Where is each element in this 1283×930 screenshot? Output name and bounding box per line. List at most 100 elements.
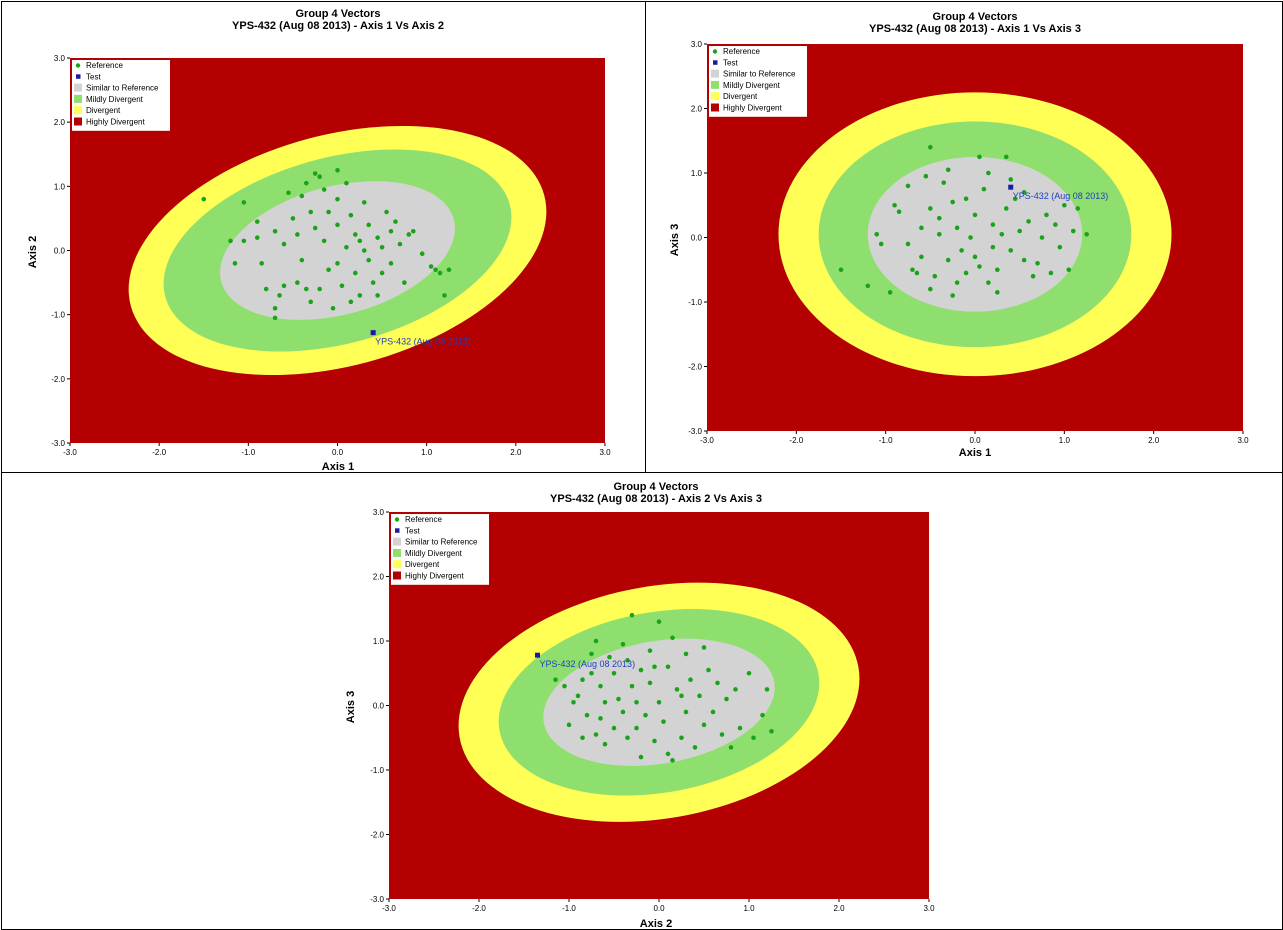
legend-label: Highly Divergent [405,572,464,581]
x-axis-title: Axis 1 [322,461,354,473]
reference-point [584,712,590,718]
reference-point [625,735,630,741]
reference-point [688,677,693,682]
reference-point [326,267,331,273]
x-tick-label: 0.0 [969,436,981,445]
chart-axis2-vs-axis3: Group 4 Vectors YPS-432 (Aug 08 2013) - … [345,481,935,930]
reference-point [715,680,720,686]
chart-subtitle: YPS-432 (Aug 08 2013) - Axis 1 Vs Axis 2 [232,20,444,32]
reference-point [661,719,666,724]
legend-label: Highly Divergent [723,104,782,113]
reference-point [616,696,621,702]
legend-swatch [711,80,719,89]
reference-point [361,248,367,253]
y-tick-label: -2.0 [370,831,384,840]
legend-label: Reference [723,47,760,56]
legend-label: Divergent [723,92,758,101]
legend-swatch [393,571,401,580]
reference-point [990,244,996,250]
reference-point [986,170,991,176]
reference-point [312,225,318,231]
reference-point [1070,228,1076,234]
reference-point [335,261,340,266]
reference-point [733,687,738,692]
plot-area: YPS-432 (Aug 08 2013) -3.0 -2.0 -1.0 0.0 1.0 2… [370,508,935,913]
reference-point [295,232,300,237]
x-tick-label: -3.0 [63,448,77,457]
reference-point [1026,219,1031,224]
legend-swatch [393,548,401,557]
reference-point [1084,231,1089,237]
reference-point [887,290,893,295]
reference-point [241,200,247,205]
x-axis-title: Axis 1 [959,447,991,459]
reference-point [697,693,702,699]
reference-point [580,735,585,741]
legend-label: Similar to Reference [723,70,796,79]
reference-point [919,225,924,231]
x-tick-label: 0.0 [653,904,665,913]
reference-point [571,699,576,705]
chart-title: Group 4 Vectors [933,11,1018,23]
reference-point [299,193,305,199]
reference-point [737,725,743,731]
reference-point [321,187,327,192]
reference-point [1008,248,1014,253]
reference-point [941,180,947,185]
legend: Reference Test Similar to Reference Mildly … [709,46,807,117]
reference-point [353,270,358,276]
legend-label: Reference [86,61,123,70]
test-point-label: YPS-432 (Aug 08 2013) [540,659,636,669]
reference-point [388,228,394,234]
reference-point [254,235,260,240]
legend-label: Test [405,526,420,535]
reference-point [228,238,233,244]
reference-point [986,280,991,285]
test-point [535,652,540,658]
legend-swatch [711,69,719,78]
reference-point [277,293,282,298]
legend-box [709,46,807,117]
legend-label: Test [723,58,738,67]
legend-swatch [74,106,82,115]
reference-point [397,241,403,247]
legend-label: Reference [405,515,442,524]
reference-point [375,235,380,240]
reference-point [589,651,594,657]
reference-point [919,254,924,260]
legend-swatch [711,103,719,112]
reference-point [634,699,639,705]
reference-point [928,286,933,292]
reference-point [928,206,933,211]
reference-point [263,286,269,292]
reference-point [317,286,322,292]
y-tick-label: 3.0 [691,40,703,49]
reference-point [330,305,336,311]
y-tick-label: 2.0 [54,118,66,127]
reference-point [665,664,671,670]
reference-point [905,241,911,247]
legend-box [72,60,170,131]
reference-point [335,167,340,173]
legend-swatch [711,92,719,101]
y-tick-label: -2.0 [688,363,702,372]
x-tick-label: 3.0 [1237,436,1249,445]
legend-swatch [74,117,82,126]
reference-point [936,215,942,221]
reference-point [312,171,318,176]
reference-point [254,219,260,224]
reference-point [665,751,671,757]
reference-point [990,222,996,227]
reference-point [910,267,915,273]
legend-label: Highly Divergent [86,118,145,127]
chart-title: Group 4 Vectors [614,481,699,493]
reference-point [972,212,978,218]
reference-point [406,232,412,237]
reference-point [629,612,635,618]
legend-swatch [393,537,401,546]
y-tick-label: 2.0 [373,573,385,582]
x-tick-label: -2.0 [789,436,803,445]
reference-point [321,238,327,244]
legend-swatch [394,517,400,522]
reference-point [728,745,734,750]
